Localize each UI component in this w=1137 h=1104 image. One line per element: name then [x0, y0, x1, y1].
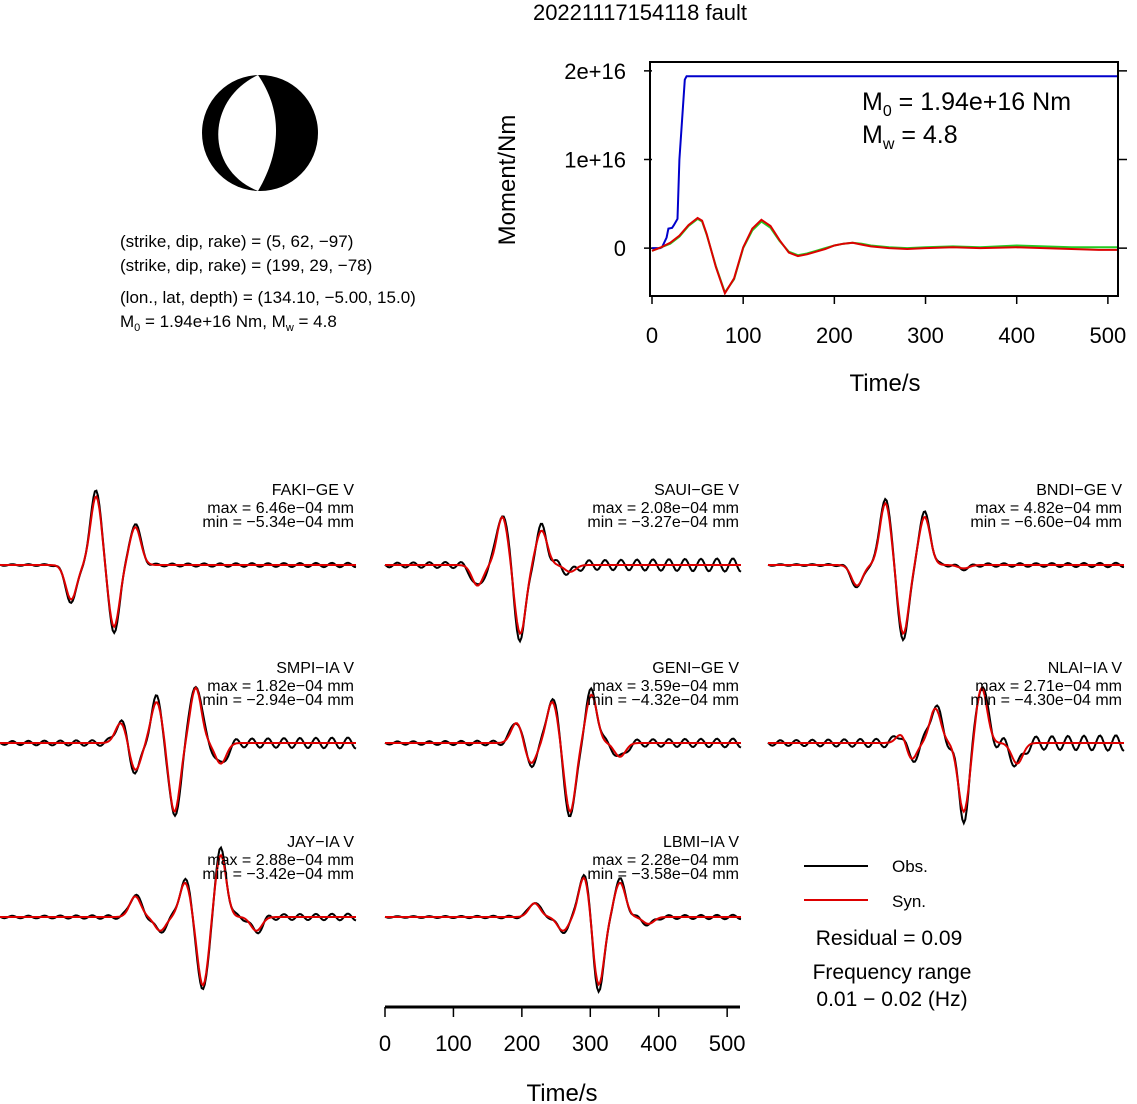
moment-summary: M0 = 1.94e+16 Nm, Mw = 4.8 [120, 312, 337, 334]
synthetic-trace [0, 853, 356, 988]
moment-ylabel: Moment/Nm [494, 115, 521, 246]
station-min: min = −3.58e−04 mm [587, 866, 739, 883]
observed-trace [767, 686, 1125, 826]
frequency-value: 0.01 − 0.02 (Hz) [816, 988, 967, 1011]
synthetic-trace [768, 686, 1124, 814]
synthetic-trace [385, 876, 741, 987]
station-max: max = 2.28e−04 mm [592, 852, 739, 869]
station-name: NLAI−IA V [1048, 660, 1123, 677]
station-name: GENI−GE V [652, 660, 739, 677]
m0-annotation: M0 = 1.94e+16 Nm [862, 88, 1071, 120]
station-name: SMPI−IA V [276, 660, 354, 677]
synthetic-trace [385, 693, 741, 814]
observed-trace [0, 685, 357, 818]
beachball-dilatational [218, 75, 276, 191]
synthetic-trace [768, 501, 1124, 636]
moment-xtick-label: 200 [816, 323, 853, 348]
figure-title: 20221117154118 fault [533, 0, 747, 25]
moment-ytick-label: 0 [614, 236, 626, 261]
location-text: (lon., lat, depth) = (134.10, −5.00, 15.… [120, 288, 416, 307]
moment-xtick-label: 0 [646, 323, 658, 348]
residual-text: Residual = 0.09 [816, 927, 963, 950]
synthetic-trace [0, 686, 356, 813]
synthetic-trace [385, 515, 741, 636]
station-max: max = 3.59e−04 mm [592, 678, 739, 695]
station-max: max = 2.88e−04 mm [207, 852, 354, 869]
station-min: min = −4.30e−04 mm [970, 692, 1122, 709]
waveform-time-axis: Time/s 0 100 200 300 400 500 [379, 1005, 746, 1104]
moment-xtick-label: 100 [725, 323, 762, 348]
moment-panel: 0 100 200 300 400 500 0 1e+16 2e+16 M0 = 1.94e+1… [494, 59, 1127, 397]
moment-curve [652, 75, 1117, 250]
station-max: max = 2.08e−04 mm [592, 500, 739, 517]
station-max: max = 2.71e−04 mm [975, 678, 1122, 695]
observed-trace [384, 873, 742, 995]
station-max: max = 6.46e−04 mm [207, 500, 354, 517]
station-name: JAY−IA V [287, 834, 354, 851]
moment-ytick-label: 1e+16 [564, 148, 626, 173]
station-min: min = −3.27e−04 mm [587, 514, 739, 531]
waveform-xtick-label: 100 [435, 1031, 472, 1056]
moment-ytick-label: 2e+16 [564, 59, 626, 84]
waveform-xtick-label: 300 [572, 1031, 609, 1056]
legend-syn-label: Syn. [892, 892, 926, 911]
legend-obs-label: Obs. [892, 857, 928, 876]
waveform-xtick-label: 0 [379, 1031, 391, 1056]
station-min: min = −5.34e−04 mm [202, 514, 354, 531]
station-min: min = −4.32e−04 mm [587, 692, 739, 709]
plane1-text: (strike, dip, rake) = (5, 62, −97) [120, 232, 353, 251]
moment-plot-frame [649, 61, 1119, 297]
station-name: LBMI−IA V [663, 834, 739, 851]
legend: Obs. Syn. Residual = 0.09 Frequency rang… [804, 857, 971, 1011]
station-min: min = −6.60e−04 mm [970, 514, 1122, 531]
plane2-text: (strike, dip, rake) = (199, 29, −78) [120, 256, 372, 275]
moment-axis-ticks: 0 100 200 300 400 500 0 1e+16 2e+16 [564, 59, 1127, 348]
synthetic-trace [0, 494, 356, 629]
waveform-xlabel: Time/s [526, 1080, 597, 1104]
station-name: BNDI−GE V [1036, 482, 1122, 499]
moment-xlabel: Time/s [849, 370, 920, 397]
station-max: max = 1.82e−04 mm [207, 678, 354, 695]
station-max: max = 4.82e−04 mm [975, 500, 1122, 517]
station-name: FAKI−GE V [272, 482, 355, 499]
station-name: SAUI−GE V [654, 482, 739, 499]
waveform-xtick-label: 400 [640, 1031, 677, 1056]
moment-xtick-label: 500 [1090, 323, 1127, 348]
station-min: min = −2.94e−04 mm [202, 692, 354, 709]
waveform-xtick-label: 200 [504, 1031, 541, 1056]
beachball [202, 75, 318, 191]
moment-xtick-label: 300 [907, 323, 944, 348]
observed-trace [384, 515, 742, 644]
frequency-title: Frequency range [813, 961, 972, 984]
mw-annotation: Mw = 4.8 [862, 121, 958, 153]
moment-rate-curve-b [651, 216, 1117, 296]
station-min: min = −3.42e−04 mm [202, 866, 354, 883]
moment-xtick-label: 400 [998, 323, 1035, 348]
moment-series [651, 75, 1117, 296]
waveform-xtick-label: 500 [709, 1031, 746, 1056]
